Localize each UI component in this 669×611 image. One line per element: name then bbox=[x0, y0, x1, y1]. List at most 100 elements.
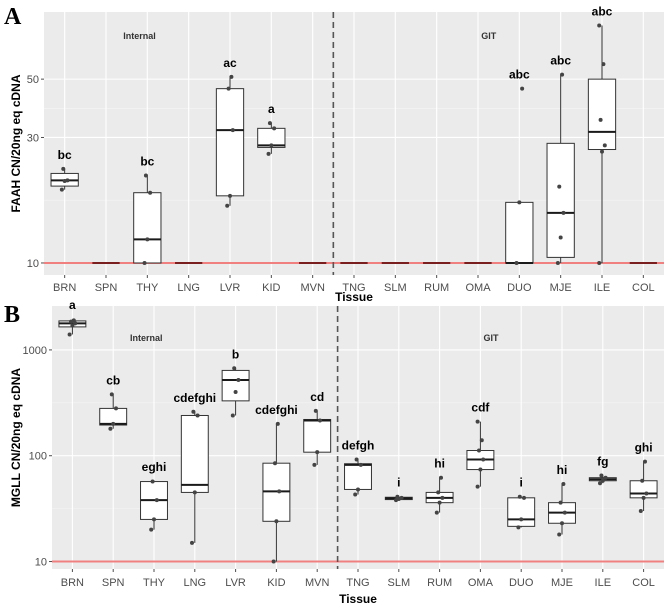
data-point bbox=[600, 478, 605, 483]
data-point bbox=[269, 143, 274, 148]
significance-label: ghi bbox=[635, 441, 653, 455]
data-point bbox=[274, 519, 279, 524]
significance-label: abc bbox=[592, 4, 613, 18]
data-point bbox=[273, 461, 277, 466]
box bbox=[180, 414, 209, 493]
data-point bbox=[598, 117, 603, 122]
data-point bbox=[195, 413, 200, 418]
data-point bbox=[599, 473, 604, 478]
x-tick-label: LNG bbox=[177, 282, 200, 294]
data-point bbox=[356, 487, 360, 492]
data-point bbox=[399, 495, 404, 500]
box-group: defgh bbox=[342, 439, 375, 497]
data-point bbox=[266, 151, 271, 156]
data-point bbox=[232, 366, 237, 371]
x-axis-title: Tissue bbox=[339, 592, 377, 606]
y-tick-label: 30 bbox=[27, 132, 39, 144]
x-tick-label: MJE bbox=[550, 282, 572, 294]
panel-a: 10 30 50 BRN SPN THY LNG LVR KID MVN TNG SLM RUM OMA D… bbox=[4, 4, 664, 304]
x-tick-label: MJE bbox=[551, 577, 573, 589]
data-point bbox=[272, 126, 277, 131]
data-point bbox=[190, 540, 194, 545]
data-point bbox=[517, 494, 522, 499]
data-point bbox=[481, 457, 486, 462]
data-point bbox=[145, 237, 150, 242]
data-point bbox=[475, 419, 480, 424]
data-point bbox=[73, 321, 78, 326]
box-group: cdefghi bbox=[173, 391, 216, 545]
data-point bbox=[111, 421, 116, 426]
data-point bbox=[395, 494, 400, 499]
box bbox=[215, 88, 245, 197]
box-group: abc bbox=[587, 4, 617, 265]
box-group: abc bbox=[505, 68, 534, 265]
data-point bbox=[520, 86, 525, 91]
data-point bbox=[603, 475, 608, 480]
data-point bbox=[598, 481, 602, 486]
data-point bbox=[478, 467, 483, 472]
data-point bbox=[354, 457, 359, 462]
significance-label: b bbox=[232, 347, 239, 361]
data-point bbox=[600, 149, 604, 154]
x-tick-label: COL bbox=[632, 577, 655, 589]
x-tick-label: ILE bbox=[594, 282, 611, 294]
data-point bbox=[517, 200, 522, 205]
data-point bbox=[519, 517, 524, 522]
x-tick-label: KID bbox=[267, 577, 285, 589]
box-group: hi bbox=[425, 457, 454, 515]
y-tick-label: 50 bbox=[27, 74, 39, 86]
data-point bbox=[514, 260, 519, 265]
data-point bbox=[228, 193, 232, 198]
data-point bbox=[67, 332, 72, 337]
data-point bbox=[191, 409, 196, 414]
box bbox=[344, 463, 372, 490]
x-tick-label: MVN bbox=[305, 577, 330, 589]
significance-label: bc bbox=[58, 148, 72, 162]
data-point bbox=[597, 260, 602, 265]
data-point bbox=[561, 482, 566, 487]
data-point bbox=[602, 143, 607, 148]
y-tick-label: 100 bbox=[29, 451, 47, 463]
box-group: i bbox=[507, 476, 536, 530]
box bbox=[507, 497, 536, 527]
significance-label: ac bbox=[223, 56, 237, 70]
significance-label: hi bbox=[434, 457, 445, 471]
data-point bbox=[70, 323, 75, 328]
x-axis-title: Tissue bbox=[335, 290, 373, 304]
data-point bbox=[643, 459, 647, 464]
x-tick-label: MVN bbox=[300, 282, 325, 294]
data-point bbox=[557, 532, 562, 537]
data-point bbox=[358, 462, 363, 467]
data-point bbox=[192, 490, 197, 495]
data-point bbox=[479, 438, 484, 443]
y-tick-label: 10 bbox=[35, 557, 47, 569]
data-point bbox=[560, 72, 565, 77]
data-point bbox=[516, 525, 521, 530]
y-tick-label: 1000 bbox=[23, 345, 47, 357]
data-point bbox=[437, 500, 442, 505]
data-point bbox=[143, 173, 148, 178]
data-point bbox=[152, 517, 156, 522]
x-tick-label: TNG bbox=[342, 282, 365, 294]
box-group: i bbox=[384, 476, 413, 503]
data-point bbox=[315, 450, 320, 455]
data-point bbox=[154, 498, 159, 503]
data-point bbox=[555, 260, 560, 265]
data-point bbox=[108, 426, 113, 431]
significance-label: defgh bbox=[342, 439, 375, 453]
x-tick-label: THY bbox=[143, 577, 166, 589]
data-point bbox=[312, 462, 317, 467]
data-point bbox=[638, 509, 643, 514]
x-tick-label: BRN bbox=[53, 282, 76, 294]
data-point bbox=[640, 478, 645, 483]
y-tick-label: 10 bbox=[27, 258, 39, 270]
data-point bbox=[522, 495, 526, 500]
region-label-internal: Internal bbox=[130, 333, 163, 343]
significance-label: cdefghi bbox=[255, 403, 298, 417]
box-group: eghi bbox=[140, 460, 168, 532]
significance-label: fg bbox=[597, 455, 608, 469]
data-point bbox=[59, 187, 64, 192]
data-point bbox=[440, 495, 445, 500]
box-group: a bbox=[257, 102, 286, 156]
data-point bbox=[236, 377, 241, 382]
